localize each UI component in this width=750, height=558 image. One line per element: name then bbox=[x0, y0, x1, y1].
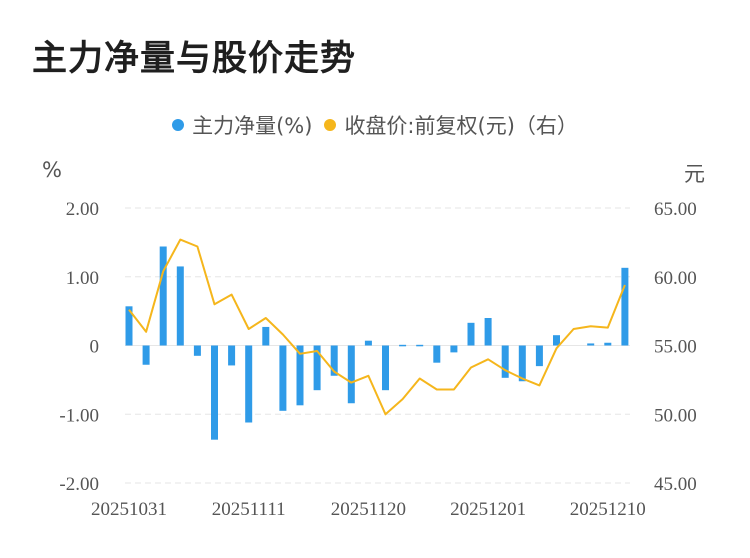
net-flow-bar bbox=[501, 345, 509, 378]
left-axis-unit: % bbox=[42, 158, 62, 182]
net-flow-bar bbox=[228, 345, 236, 366]
left-tick-label: -2.00 bbox=[59, 474, 99, 495]
chart-title: 主力净量与股价走势 bbox=[32, 39, 357, 79]
net-flow-bar bbox=[587, 343, 595, 346]
net-flow-bar bbox=[535, 345, 543, 367]
net-flow-bar bbox=[262, 326, 270, 346]
net-flow-bar bbox=[450, 345, 458, 353]
net-flow-bar bbox=[553, 335, 560, 346]
net-flow-bar bbox=[518, 345, 526, 382]
net-flow-bar bbox=[125, 306, 133, 346]
net-flow-bar bbox=[193, 345, 201, 356]
left-tick-label: -1.00 bbox=[59, 405, 99, 426]
net-flow-bar bbox=[433, 345, 441, 363]
net-flow-bar bbox=[467, 322, 475, 346]
close-price-line bbox=[128, 238, 626, 416]
net-flow-bar bbox=[245, 345, 253, 423]
x-tick-label: 20251111 bbox=[212, 499, 286, 520]
legend-line-marker bbox=[324, 119, 337, 131]
net-flow-bar bbox=[399, 344, 407, 347]
left-tick-label: 1.00 bbox=[66, 268, 99, 289]
right-tick-label: 45.00 bbox=[654, 474, 697, 495]
right-tick-label: 60.00 bbox=[654, 268, 697, 289]
legend-bar-label: 主力净量(%) bbox=[192, 114, 313, 138]
net-flow-bar bbox=[296, 345, 304, 406]
legend-item-bar[interactable]: 主力净量(%) bbox=[172, 110, 312, 140]
x-tick-label: 20251120 bbox=[331, 499, 406, 520]
net-flow-bar bbox=[313, 345, 321, 391]
net-flow-bar bbox=[211, 345, 218, 440]
net-flow-bar bbox=[364, 340, 372, 346]
net-flow-bar bbox=[279, 345, 287, 411]
x-tick-label: 20251210 bbox=[570, 499, 646, 520]
legend-line-label: 收盘价:前复权(元)（右） bbox=[344, 114, 578, 138]
net-flow-bar bbox=[484, 318, 492, 346]
net-flow-bar bbox=[621, 267, 629, 346]
legend: 主力净量(%) 收盘价:前复权(元)（右） bbox=[0, 110, 750, 140]
net-flow-bar bbox=[142, 345, 150, 365]
right-tick-label: 55.00 bbox=[654, 337, 697, 358]
right-axis-unit: 元 bbox=[684, 162, 705, 186]
legend-bar-marker bbox=[172, 119, 185, 131]
x-tick-label: 20251031 bbox=[91, 499, 167, 520]
net-flow-bar bbox=[176, 266, 184, 346]
left-tick-label: 0 bbox=[90, 337, 100, 358]
left-tick-label: 2.00 bbox=[66, 199, 99, 220]
legend-item-line[interactable]: 收盘价:前复权(元)（右） bbox=[324, 110, 578, 140]
net-flow-bar bbox=[159, 246, 167, 346]
x-tick-label: 20251201 bbox=[450, 499, 526, 520]
right-tick-label: 50.00 bbox=[654, 405, 697, 426]
net-flow-bar bbox=[416, 344, 424, 347]
right-tick-label: 65.00 bbox=[654, 199, 697, 220]
net-flow-bar bbox=[330, 345, 338, 376]
net-flow-bar bbox=[347, 345, 355, 404]
net-flow-bar bbox=[382, 345, 389, 391]
net-flow-bar bbox=[604, 342, 612, 346]
